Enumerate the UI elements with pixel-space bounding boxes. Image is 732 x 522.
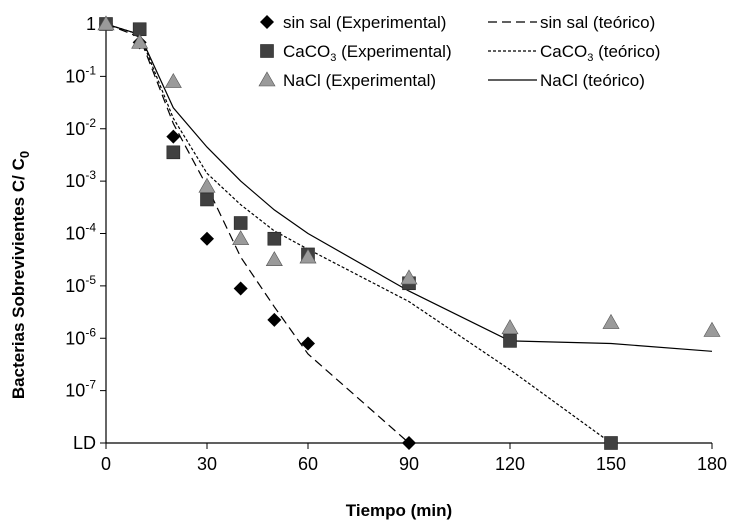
legend-label-text: (teórico) (593, 42, 660, 61)
y-tick-label: 10-5 (65, 273, 96, 296)
square-marker (503, 334, 517, 348)
x-tick-label: 180 (697, 454, 727, 474)
triangle-marker (232, 230, 250, 246)
theoretical-curve (105, 23, 410, 444)
triangle-marker (400, 269, 418, 285)
y-tick-base: 10 (65, 276, 85, 296)
y-axis-title: Bacterias Sobrevivientes C/ C0 (9, 151, 32, 399)
legend-label: CaCO3 (teórico) (540, 42, 660, 64)
legend-label-text: NaCl (teórico) (540, 71, 645, 90)
y-tick-label: LD (73, 433, 96, 453)
y-tick-label: 10-6 (65, 325, 96, 348)
triangle-marker (97, 15, 115, 31)
y-tick-base: LD (73, 433, 96, 453)
y-tick-exponent: -2 (85, 116, 96, 130)
y-tick-label: 10-2 (65, 116, 96, 139)
x-tick-label: 30 (197, 454, 217, 474)
triangle-marker (602, 313, 620, 329)
triangle-marker (501, 319, 519, 335)
y-tick-label: 10-1 (65, 63, 96, 86)
x-axis-title: Tiempo (min) (346, 501, 452, 520)
diamond-marker (301, 336, 315, 351)
y-tick-base: 10 (65, 224, 85, 244)
diamond-marker (200, 231, 214, 246)
y-tick-label: 10-7 (65, 378, 96, 401)
y-tick-label: 1 (86, 14, 96, 34)
diamond-marker (166, 129, 181, 144)
legend-label-text: CaCO (540, 42, 587, 61)
diamond-marker (233, 281, 248, 296)
y-tick-exponent: -5 (85, 273, 96, 287)
legend-label-text: CaCO (283, 42, 330, 61)
theoretical-curve (105, 23, 612, 444)
y-tick-base: 10 (65, 171, 85, 191)
y-tick-base: 10 (65, 381, 85, 401)
triangle-marker (265, 251, 283, 266)
y-tick-base: 1 (86, 14, 96, 34)
y-tick-exponent: -4 (85, 221, 96, 235)
triangle-marker (299, 248, 317, 264)
x-tick-label: 150 (596, 454, 626, 474)
legend: sin sal (Experimental)CaCO3 (Experimenta… (258, 13, 660, 90)
x-tick-label: 120 (495, 454, 525, 474)
y-axis-title-subscript: 0 (17, 151, 32, 158)
diamond-marker (267, 312, 282, 327)
y-tick-label: 10-3 (65, 168, 96, 191)
legend-label-text: sin sal (Experimental) (283, 13, 446, 32)
theoretical-curves (105, 23, 713, 444)
x-tick-label: 60 (298, 454, 318, 474)
y-tick-exponent: -1 (85, 63, 96, 77)
y-tick-exponent: -7 (85, 378, 96, 392)
theoretical-curve (105, 23, 713, 352)
y-tick-label: 10-4 (65, 221, 96, 244)
legend-label: NaCl (Experimental) (283, 71, 436, 90)
y-tick-exponent: -6 (85, 325, 96, 339)
x-tick-labels: 0 30 60 90 120 150 180 (101, 454, 727, 474)
legend-label-subscript: 3 (587, 52, 593, 64)
triangle-marker (164, 73, 182, 88)
legend-label: sin sal (Experimental) (283, 13, 446, 32)
square-marker (604, 436, 618, 450)
y-tick-exponent: -3 (85, 168, 96, 182)
triangle-marker (131, 33, 149, 49)
legend-label: CaCO3 (Experimental) (283, 42, 452, 64)
legend-label-text: sin sal (teórico) (540, 13, 655, 32)
square-marker (267, 231, 282, 246)
legend-label-text: NaCl (Experimental) (283, 71, 436, 90)
legend-label-subscript: 3 (330, 52, 336, 64)
y-tick-labels: 110-110-210-310-410-510-610-7LD (65, 14, 96, 453)
square-marker (260, 44, 274, 58)
diamond-marker (260, 15, 274, 29)
legend-label: sin sal (teórico) (540, 13, 655, 32)
y-tick-base: 10 (65, 328, 85, 348)
triangle-marker (198, 177, 216, 193)
x-tick-label: 0 (101, 454, 111, 474)
square-marker (233, 216, 248, 230)
triangle-marker (258, 71, 276, 87)
experimental-points (97, 15, 721, 450)
square-marker (166, 145, 181, 160)
square-marker (200, 192, 214, 207)
x-tick-label: 90 (399, 454, 419, 474)
y-tick-base: 10 (65, 119, 85, 139)
legend-label-text: (Experimental) (336, 42, 451, 61)
triangle-marker (703, 321, 721, 337)
legend-label: NaCl (teórico) (540, 71, 645, 90)
diamond-marker (402, 436, 416, 450)
y-tick-base: 10 (65, 66, 85, 86)
y-axis-title-main: Bacterias Sobrevivientes C/ C (9, 158, 28, 399)
